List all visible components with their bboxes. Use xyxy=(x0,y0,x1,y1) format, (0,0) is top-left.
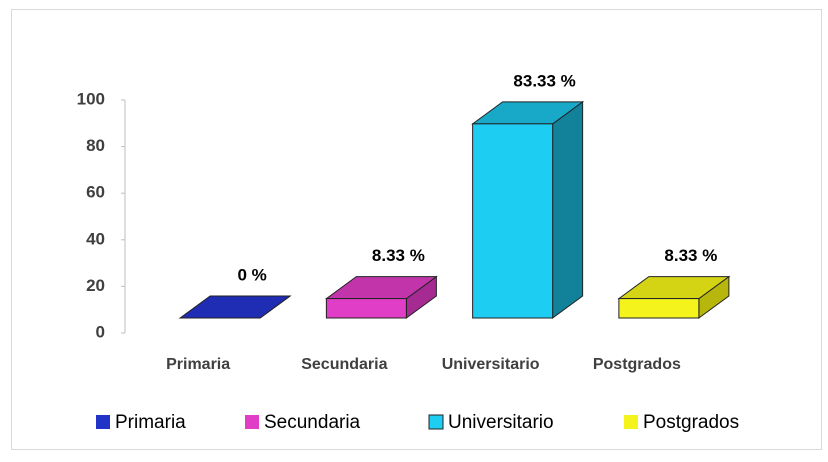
chart-frame xyxy=(11,9,822,450)
x-tick-label: Secundaria xyxy=(301,356,387,373)
legend-swatch xyxy=(624,415,638,429)
value-label: 8.33 % xyxy=(664,246,717,265)
x-tick-label: Primaria xyxy=(166,356,230,373)
legend-label: Postgrados xyxy=(643,412,739,433)
legend-label: Universitario xyxy=(448,412,554,433)
bar-front xyxy=(618,298,700,319)
bar xyxy=(617,275,731,319)
bar-front xyxy=(325,298,407,319)
x-tick-label: Universitario xyxy=(442,356,540,373)
bar-front xyxy=(472,123,554,319)
bar xyxy=(324,275,438,319)
legend-swatch xyxy=(96,415,110,429)
bar xyxy=(178,295,292,319)
legend-label: Secundaria xyxy=(264,412,361,433)
y-tick-label: 80 xyxy=(86,136,105,155)
value-label: 83.33 % xyxy=(513,71,575,90)
y-tick-label: 40 xyxy=(86,229,105,248)
legend-label: Primaria xyxy=(115,412,186,433)
y-tick-label: 0 xyxy=(96,322,105,341)
legend-swatch xyxy=(428,414,444,430)
bar-side xyxy=(552,100,584,319)
x-tick-label: Postgrados xyxy=(593,356,681,373)
value-label: 8.33 % xyxy=(372,246,425,265)
value-label: 0 % xyxy=(237,265,266,284)
y-tick-label: 60 xyxy=(86,183,105,202)
y-tick-label: 20 xyxy=(86,276,105,295)
y-tick-label: 100 xyxy=(77,89,105,108)
bar xyxy=(471,100,585,319)
legend-swatch xyxy=(245,415,259,429)
bar-top xyxy=(178,295,292,319)
